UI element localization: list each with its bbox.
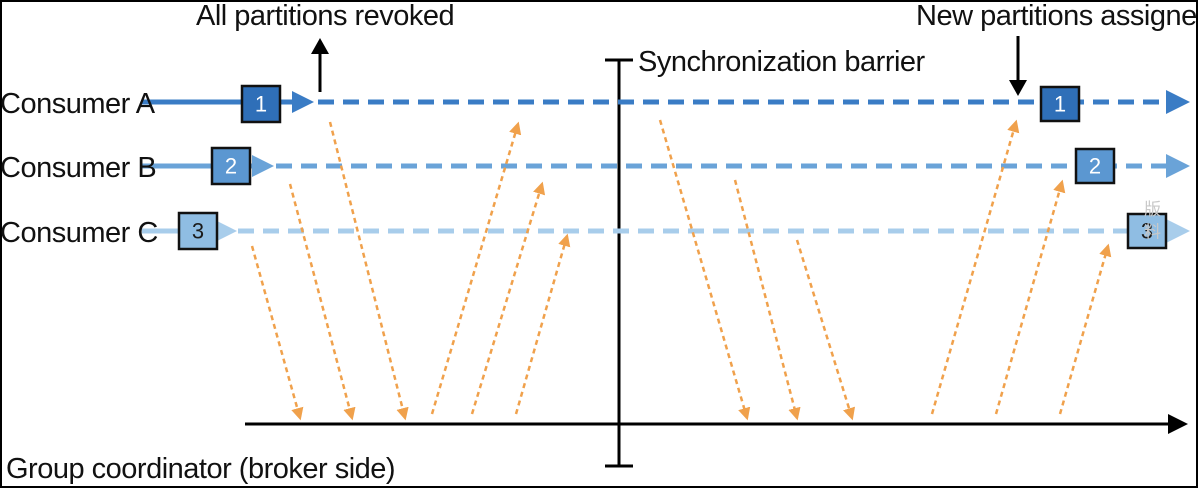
consumer-b-label: Consumer B	[0, 152, 156, 184]
message-arrows	[250, 119, 1112, 421]
consumer-b-timeline: 2 2	[142, 146, 1190, 186]
consumer-c-partition-label-initial: 3	[192, 219, 204, 244]
consumer-a-arrowhead-start	[292, 91, 314, 113]
all-partitions-revoked-label: All partitions revoked	[196, 0, 454, 32]
consumer-a-arrowhead-end	[1166, 90, 1190, 114]
watermark-text: 版 料	[1140, 200, 1161, 239]
consumer-b-arrowhead-end	[1166, 154, 1190, 178]
message-arrow-coordinator-to-b-2	[994, 179, 1066, 415]
new-partitions-assigned-label: New partitions assigned	[916, 0, 1198, 32]
message-arrow-a-to-coordinator-1	[328, 121, 409, 421]
message-arrow-b-to-coordinator-1	[288, 183, 356, 421]
consumer-c-partition-box-initial	[177, 211, 219, 251]
message-arrow-coordinator-to-a-2	[930, 119, 1020, 415]
message-arrow-a-to-coordinator-2	[658, 119, 751, 421]
message-arrow-coordinator-to-c-1	[514, 233, 571, 415]
consumer-b-partition-box-final	[1074, 147, 1116, 185]
consumer-c-label: Consumer C	[0, 217, 158, 249]
group-coordinator-label: Group coordinator (broker side)	[6, 453, 395, 485]
message-arrow-c-to-coordinator-2	[795, 239, 856, 421]
consumer-a-label: Consumer A	[0, 88, 156, 120]
message-arrow-c-to-coordinator-1	[250, 245, 304, 421]
consumer-c-arrowhead-start	[215, 220, 237, 242]
synchronization-barrier-label: Synchronization barrier	[638, 46, 926, 78]
consumer-c-timeline: 3 3	[142, 211, 1190, 251]
message-arrow-b-to-coordinator-2	[733, 179, 801, 421]
revoked-arrow	[311, 38, 329, 92]
message-arrow-coordinator-to-c-2	[1058, 243, 1112, 415]
consumer-b-partition-label-final: 2	[1089, 154, 1101, 179]
consumer-c-partition-box-final	[1126, 212, 1168, 250]
consumer-a-partition-label-initial: 1	[255, 92, 267, 117]
consumer-a-partition-box-initial	[240, 84, 282, 124]
consumer-b-arrowhead-start	[252, 155, 274, 177]
consumer-a-timeline: 1 1	[142, 84, 1190, 124]
coordinator-axis-arrowhead	[1168, 414, 1188, 434]
consumer-c-arrowhead-end	[1166, 219, 1190, 243]
consumer-a-partition-box-final	[1039, 85, 1081, 123]
consumer-c-partition-label-final: 3	[1141, 219, 1153, 244]
message-arrow-coordinator-to-a-1	[430, 121, 522, 415]
assigned-arrow	[1009, 36, 1027, 96]
consumer-b-partition-box-initial	[210, 146, 252, 186]
consumer-a-partition-label-final: 1	[1054, 92, 1066, 117]
message-arrow-coordinator-to-b-1	[470, 181, 546, 415]
consumer-b-partition-label-initial: 2	[225, 154, 237, 179]
